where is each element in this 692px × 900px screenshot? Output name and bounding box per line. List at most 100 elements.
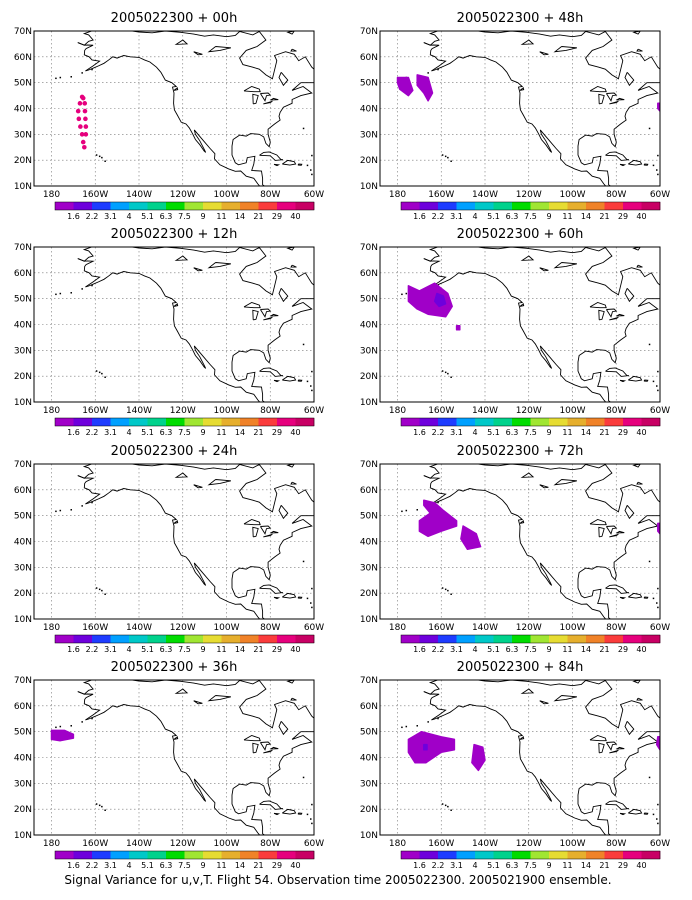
lon-tick-label: 100W bbox=[559, 623, 585, 633]
colorbar-swatch bbox=[203, 418, 222, 426]
colorbar: 1.6 2.2 3.1 4 5.1 6.3 7.5 9 11 14 21 29 40 bbox=[54, 417, 315, 437]
colorbar-label: 3.1 bbox=[450, 861, 463, 870]
coastline bbox=[193, 51, 203, 56]
island bbox=[59, 76, 62, 79]
observation-point bbox=[75, 108, 81, 114]
colorbar: 1.6 2.2 3.1 4 5.1 6.3 7.5 9 11 14 21 29 40 bbox=[400, 417, 661, 437]
island bbox=[306, 813, 309, 816]
coastline bbox=[624, 72, 635, 87]
coastline bbox=[286, 31, 295, 35]
coastline bbox=[636, 481, 643, 485]
observation-point bbox=[83, 116, 88, 122]
colorbar-swatch bbox=[475, 418, 494, 426]
colorbar-border bbox=[400, 634, 661, 644]
coastline bbox=[553, 695, 578, 702]
lat-tick-label: 40N bbox=[360, 321, 378, 331]
coastline bbox=[624, 505, 635, 520]
colorbar-swatch bbox=[493, 635, 513, 643]
coastline bbox=[606, 92, 618, 102]
lat-tick-label: 10N bbox=[14, 831, 32, 841]
lat-tick-label: 30N bbox=[14, 779, 32, 789]
colorbar-border bbox=[54, 634, 315, 644]
lon-tick-label: 180 bbox=[43, 190, 60, 200]
coastline bbox=[273, 812, 281, 816]
coastline bbox=[609, 533, 619, 538]
coastline bbox=[609, 749, 619, 754]
lat-tick-label: 70N bbox=[360, 460, 378, 470]
lat-tick-label: 70N bbox=[14, 243, 32, 253]
island bbox=[59, 292, 62, 295]
coastline bbox=[77, 691, 261, 835]
coastline bbox=[243, 302, 261, 309]
coastline bbox=[243, 519, 261, 526]
lat-tick-label: 30N bbox=[360, 779, 378, 789]
colorbar-label: 2.2 bbox=[432, 212, 445, 221]
graticule bbox=[34, 247, 314, 402]
colorbar-swatch bbox=[258, 851, 278, 859]
colorbar: 1.6 2.2 3.1 4 5.1 6.3 7.5 9 11 14 21 29 40 bbox=[400, 850, 661, 870]
lon-tick-label: 60W bbox=[304, 406, 324, 416]
map-panel: 2005022300 + 84h 70N 60N 50N 40N 30N 20N 10N 180… bbox=[360, 660, 670, 870]
coastlines bbox=[55, 680, 314, 835]
coastline bbox=[259, 367, 283, 377]
observation-point bbox=[80, 139, 86, 145]
colorbar-label: 6.3 bbox=[506, 212, 519, 221]
map-frame bbox=[379, 246, 661, 403]
island bbox=[101, 372, 103, 375]
lon-tick-label: 120W bbox=[516, 190, 542, 200]
lat-tick-label: 70N bbox=[360, 676, 378, 686]
lon-tick-label: 60W bbox=[304, 190, 324, 200]
map-frame bbox=[33, 679, 315, 836]
coastline bbox=[263, 316, 273, 321]
colorbar-label: 29 bbox=[272, 645, 282, 654]
island bbox=[91, 717, 93, 720]
coastline bbox=[297, 163, 303, 166]
lat-tick-label: 20N bbox=[14, 589, 32, 599]
colorbar-border bbox=[54, 201, 315, 211]
coastline bbox=[282, 375, 297, 382]
island bbox=[95, 803, 98, 805]
island bbox=[444, 588, 447, 591]
island bbox=[104, 593, 106, 595]
signal-variance-layer bbox=[75, 94, 89, 150]
island bbox=[81, 505, 83, 507]
coastline bbox=[519, 87, 525, 91]
colorbar-swatch bbox=[277, 202, 296, 210]
colorbar-label: 21 bbox=[253, 212, 263, 221]
lon-tick-label: 140W bbox=[126, 406, 152, 416]
colorbar-swatch bbox=[604, 202, 624, 210]
panel-title: 2005022300 + 36h bbox=[111, 660, 238, 675]
island bbox=[657, 389, 659, 392]
island bbox=[311, 822, 313, 825]
colorbar-label: 7.5 bbox=[524, 861, 537, 870]
colorbar-label: 9 bbox=[546, 428, 551, 437]
island bbox=[98, 155, 101, 158]
colorbar-label: 5.1 bbox=[487, 645, 500, 654]
island bbox=[656, 385, 658, 387]
coastline bbox=[628, 375, 643, 382]
colorbar-label: 3.1 bbox=[104, 861, 117, 870]
colorbar-swatch bbox=[240, 202, 259, 210]
colorbar-label: 11 bbox=[562, 428, 572, 437]
observation-point bbox=[83, 132, 89, 137]
lon-tick-label: 100W bbox=[213, 406, 239, 416]
island bbox=[95, 154, 98, 156]
colorbar-swatch bbox=[586, 202, 605, 210]
island bbox=[311, 173, 313, 176]
colorbar-swatch bbox=[55, 851, 74, 859]
colorbar-swatch bbox=[512, 418, 531, 426]
colorbar-label: 11 bbox=[216, 645, 226, 654]
colorbar-label: 40 bbox=[290, 645, 300, 654]
coastline bbox=[207, 695, 232, 702]
island bbox=[98, 804, 101, 807]
coastline bbox=[598, 526, 605, 538]
island bbox=[441, 587, 444, 589]
colorbar-swatch bbox=[419, 418, 439, 426]
island bbox=[648, 776, 651, 779]
variance-region bbox=[50, 729, 75, 742]
island bbox=[59, 509, 62, 512]
coastline bbox=[282, 592, 297, 599]
colorbar-label: 9 bbox=[200, 428, 205, 437]
lat-tick-label: 60N bbox=[360, 486, 378, 496]
island bbox=[310, 602, 312, 604]
